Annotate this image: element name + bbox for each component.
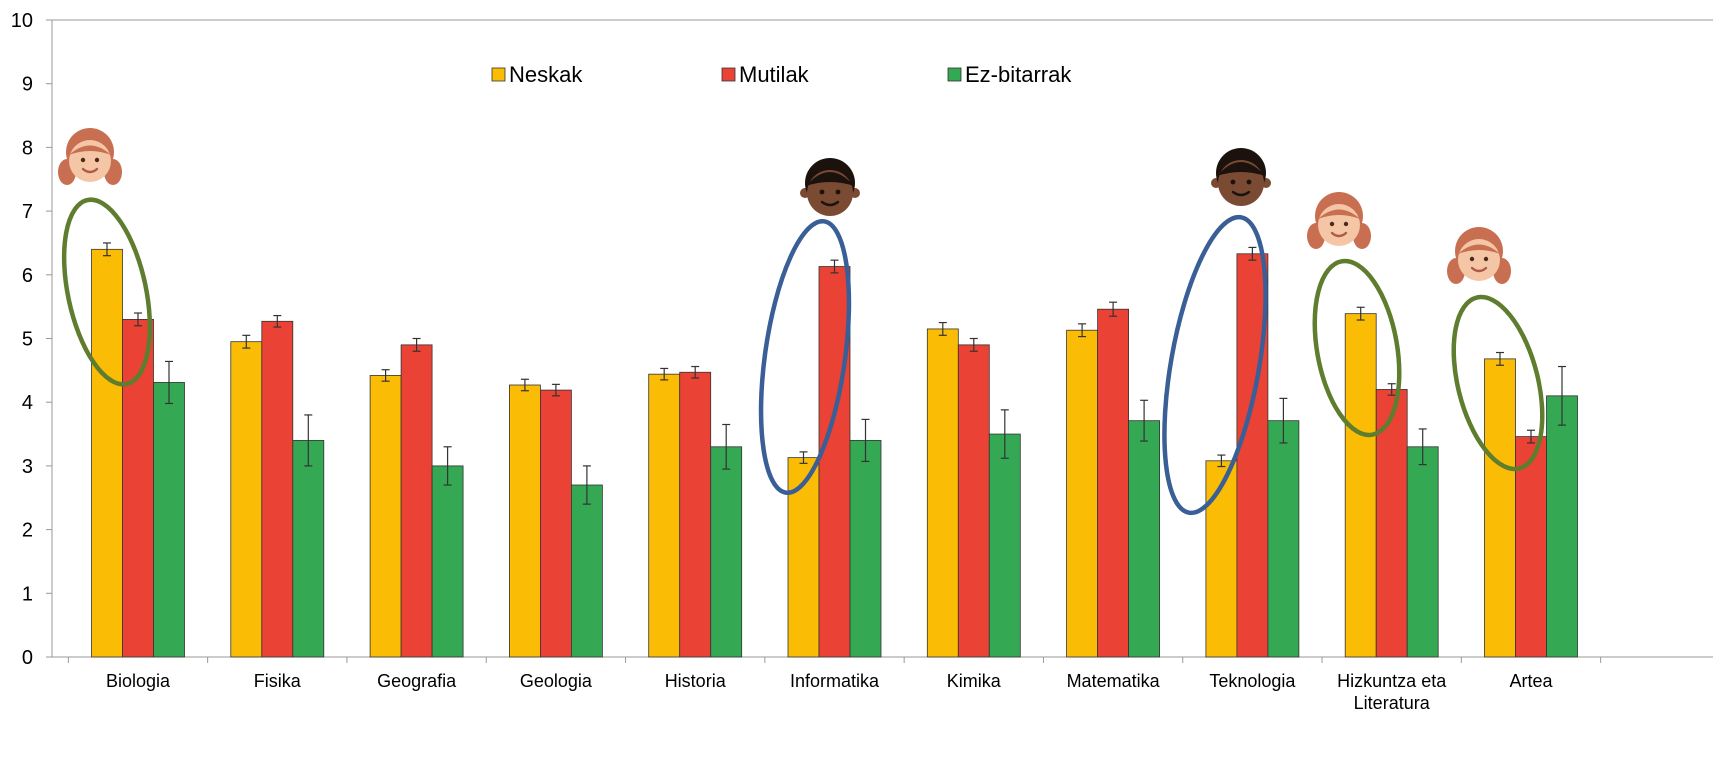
bar bbox=[230, 341, 263, 658]
eye bbox=[835, 189, 841, 195]
eye bbox=[1246, 179, 1252, 185]
mouth bbox=[1470, 266, 1488, 273]
girl-face-icon bbox=[1447, 227, 1511, 284]
eye bbox=[1483, 256, 1489, 262]
category-label: Biologia bbox=[106, 671, 171, 691]
legend: Neskak Mutilak Ez-bitarrak bbox=[491, 62, 1072, 87]
eye bbox=[80, 157, 86, 163]
bar bbox=[1066, 329, 1098, 658]
bar bbox=[431, 465, 464, 658]
legend-swatch bbox=[721, 67, 736, 82]
category-label: Kimika bbox=[947, 671, 1002, 691]
highlight-ellipse bbox=[1451, 294, 1545, 472]
bar bbox=[787, 457, 820, 658]
mouth bbox=[1330, 231, 1348, 238]
bar bbox=[1375, 389, 1408, 658]
bar bbox=[1344, 313, 1377, 658]
boy-face-icon bbox=[1211, 148, 1271, 206]
bar bbox=[1097, 308, 1129, 658]
bar bbox=[988, 433, 1021, 658]
annotations bbox=[58, 128, 1545, 516]
bar bbox=[818, 266, 851, 658]
highlight-ellipse bbox=[1162, 214, 1268, 516]
bar bbox=[849, 440, 882, 658]
legend-label: Ez-bitarrak bbox=[965, 62, 1072, 87]
bar bbox=[957, 344, 990, 658]
category-label: Teknologia bbox=[1209, 671, 1296, 691]
hair-fringe bbox=[1458, 244, 1500, 254]
y-tick-label: 6 bbox=[22, 265, 33, 287]
mouth bbox=[820, 200, 840, 207]
legend-label: Neskak bbox=[509, 62, 583, 87]
category-label: Fisika bbox=[254, 671, 302, 691]
category-label: Historia bbox=[665, 671, 727, 691]
category-label: Hizkuntza eta bbox=[1337, 671, 1447, 691]
eye bbox=[1329, 221, 1335, 227]
bar bbox=[369, 375, 402, 658]
category-label: Literatura bbox=[1354, 693, 1431, 713]
bar bbox=[153, 382, 185, 658]
hair-top bbox=[1217, 162, 1265, 176]
bar bbox=[571, 484, 603, 658]
eye bbox=[1469, 256, 1475, 262]
y-tick-label: 2 bbox=[22, 520, 33, 542]
axes: 0 1 2 3 4 5 6 7 8 9 10 Biologia Fisika Geografia Geolo… bbox=[11, 10, 1713, 713]
y-tick-label: 5 bbox=[22, 329, 33, 351]
error-bars bbox=[103, 242, 1566, 505]
bar bbox=[1128, 420, 1160, 658]
hair-fringe bbox=[69, 145, 111, 155]
y-tick-label: 10 bbox=[11, 10, 33, 32]
highlight-ellipse bbox=[758, 218, 852, 496]
hair-top bbox=[806, 172, 854, 186]
y-tick-label: 9 bbox=[22, 74, 33, 96]
bar bbox=[540, 389, 572, 658]
category-label: Informatika bbox=[790, 671, 880, 691]
highlight-ellipse bbox=[61, 197, 153, 387]
bar bbox=[1484, 358, 1516, 658]
bar bbox=[1515, 436, 1547, 658]
category-label: Artea bbox=[1509, 671, 1553, 691]
boy-face-icon bbox=[800, 158, 860, 216]
bar bbox=[122, 318, 154, 658]
eye bbox=[1230, 179, 1236, 185]
bar bbox=[400, 344, 433, 658]
bar bbox=[1205, 460, 1238, 658]
y-tick-label: 7 bbox=[22, 201, 33, 223]
y-tick-label: 0 bbox=[22, 647, 33, 669]
girl-face-icon bbox=[1307, 192, 1371, 249]
bar bbox=[1546, 395, 1578, 658]
bar bbox=[926, 328, 959, 658]
category-label: Matematika bbox=[1067, 671, 1161, 691]
bar bbox=[648, 373, 681, 658]
legend-label: Mutilak bbox=[739, 62, 810, 87]
y-tick-label: 1 bbox=[22, 583, 33, 605]
bar bbox=[1406, 446, 1439, 658]
legend-swatch bbox=[947, 67, 962, 82]
bar bbox=[508, 384, 541, 658]
bar bbox=[292, 440, 325, 658]
y-tick-label: 8 bbox=[22, 137, 33, 159]
y-tick-label: 3 bbox=[22, 456, 33, 478]
mouth bbox=[81, 167, 99, 174]
legend-swatch bbox=[491, 67, 506, 82]
bar bbox=[679, 371, 712, 658]
girl-face-icon bbox=[58, 128, 122, 185]
bar bbox=[91, 248, 123, 658]
bars bbox=[91, 248, 1578, 658]
eye bbox=[94, 157, 100, 163]
highlight-ellipse bbox=[1312, 258, 1402, 438]
bar bbox=[710, 446, 743, 658]
hair-fringe bbox=[1318, 209, 1360, 219]
bar bbox=[1267, 420, 1300, 658]
mouth bbox=[1231, 190, 1251, 197]
eye bbox=[1343, 221, 1349, 227]
category-label: Geologia bbox=[520, 671, 593, 691]
bar bbox=[261, 320, 294, 658]
eye bbox=[819, 189, 825, 195]
y-tick-label: 4 bbox=[22, 392, 33, 414]
category-label: Geografia bbox=[377, 671, 457, 691]
